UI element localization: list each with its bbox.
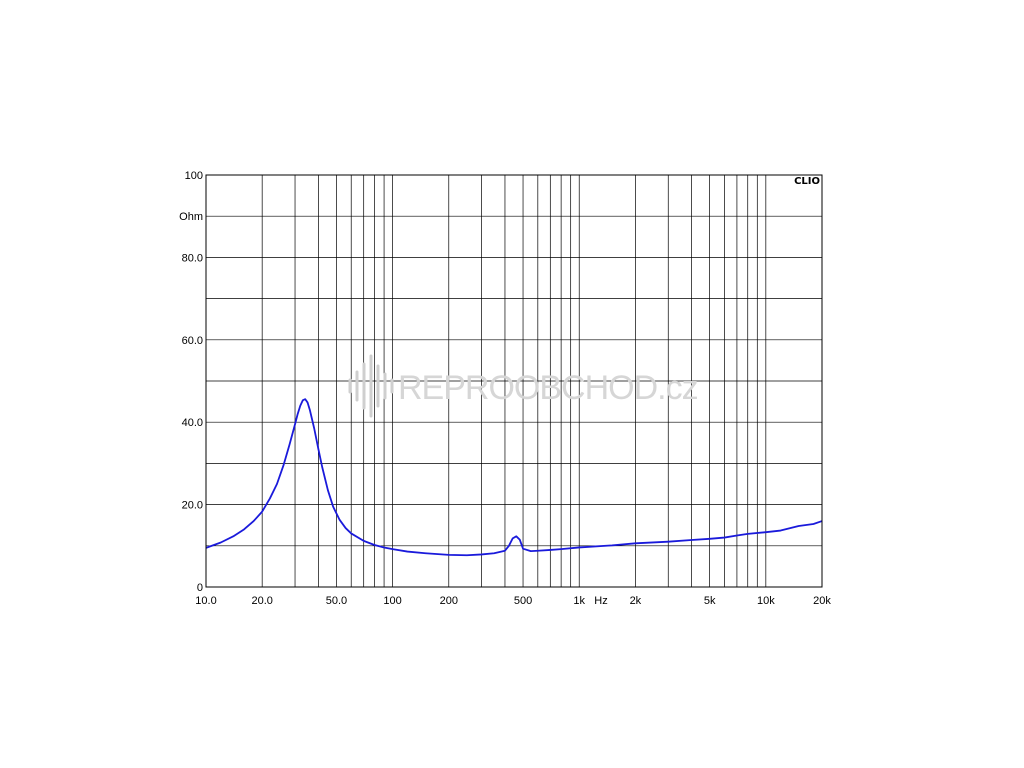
y-axis-labels: 0 20.0 40.0 60.0 80.0 100 [182, 170, 203, 594]
svg-text:REPROOBCHOD.cz: REPROOBCHOD.cz [398, 369, 698, 407]
x-tick-label: 5k [704, 595, 716, 607]
x-tick-label: 1k [573, 595, 585, 607]
x-tick-label: 50.0 [326, 595, 347, 607]
y-tick-label: 100 [185, 170, 203, 182]
y-tick-label: 80.0 [182, 252, 203, 264]
y-unit-label: Ohm [179, 211, 203, 223]
y-tick-label: 20.0 [182, 500, 203, 512]
watermark-text: REPROOBCHOD [398, 369, 657, 407]
waveform-icon [348, 354, 394, 418]
x-tick-label: 20.0 [251, 595, 272, 607]
y-tick-label: 0 [197, 582, 203, 594]
major-grid [206, 215, 822, 547]
watermark: REPROOBCHOD.cz [348, 354, 699, 418]
impedance-curve [205, 398, 823, 557]
x-tick-label: 2k [630, 595, 642, 607]
y-tick-label: 60.0 [182, 335, 203, 347]
plot-frame [205, 174, 823, 588]
x-tick-label: 100 [383, 595, 401, 607]
x-tick-label: 500 [514, 595, 532, 607]
x-tick-label: 20k [813, 595, 831, 607]
brand-label: CLIO [794, 176, 820, 187]
y-tick-label: 40.0 [182, 417, 203, 429]
x-unit-label: Hz [594, 595, 607, 607]
x-tick-label: 200 [440, 595, 458, 607]
x-tick-label: 10.0 [195, 595, 216, 607]
x-axis-labels: 10.0 20.0 50.0 100 200 500 1k 2k 5k 10k 20k [195, 595, 831, 607]
x-tick-label: 10k [757, 595, 775, 607]
watermark-suffix: .cz [657, 369, 697, 407]
